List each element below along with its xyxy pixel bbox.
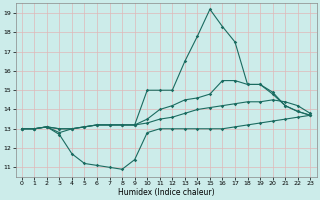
X-axis label: Humidex (Indice chaleur): Humidex (Indice chaleur): [118, 188, 214, 197]
